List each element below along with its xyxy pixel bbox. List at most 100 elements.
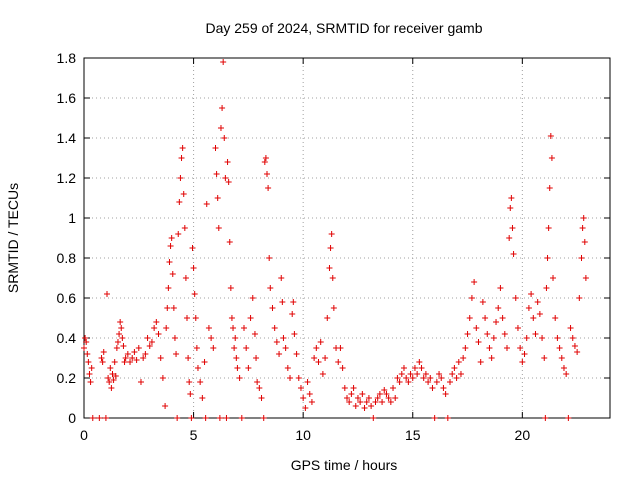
data-point (227, 285, 234, 291)
data-point (471, 279, 478, 285)
data-point (442, 391, 449, 397)
y-tick-label: 1.4 (57, 130, 77, 146)
data-point (440, 385, 447, 391)
data-point (269, 305, 276, 311)
data-point (276, 351, 283, 357)
data-point (497, 285, 504, 291)
data-point (550, 275, 557, 281)
data-point (534, 299, 541, 305)
data-point (501, 331, 508, 337)
data-point (571, 343, 578, 349)
data-point (243, 345, 250, 351)
data-point (293, 351, 300, 357)
data-point (178, 155, 185, 161)
data-point (173, 351, 180, 357)
data-point (447, 379, 454, 385)
data-point (479, 299, 486, 305)
data-point (503, 345, 510, 351)
data-point (484, 331, 491, 337)
data-point (180, 191, 187, 197)
data-point (190, 265, 197, 271)
data-point (224, 159, 231, 165)
data-point (222, 175, 229, 181)
data-point (140, 355, 147, 361)
data-point (517, 345, 524, 351)
data-point (554, 335, 561, 341)
data-point (523, 335, 530, 341)
data-point (184, 315, 191, 321)
data-point (370, 415, 377, 421)
data-point (317, 339, 324, 345)
data-point (179, 145, 186, 151)
data-point (324, 315, 331, 321)
data-point (422, 371, 429, 377)
data-point (581, 239, 588, 245)
data-point (348, 391, 355, 397)
data-point (278, 275, 285, 281)
x-tick-label: 20 (515, 427, 531, 443)
data-point (327, 245, 334, 251)
data-point (109, 371, 116, 377)
data-point (532, 331, 539, 337)
data-point (233, 355, 240, 361)
data-point (202, 415, 209, 421)
data-point (563, 371, 570, 377)
data-point (114, 339, 121, 345)
data-point (192, 315, 199, 321)
data-point (258, 395, 265, 401)
data-point (311, 355, 318, 361)
data-point (247, 315, 254, 321)
data-point (302, 405, 309, 411)
data-point (214, 195, 221, 201)
data-point (146, 343, 153, 349)
data-point (542, 415, 549, 421)
data-point (468, 295, 475, 301)
data-point (337, 345, 344, 351)
data-point (177, 175, 184, 181)
data-point (548, 155, 555, 161)
data-point (433, 379, 440, 385)
data-point (313, 345, 320, 351)
data-point (264, 171, 271, 177)
data-point (425, 379, 432, 385)
plot-frame (83, 57, 611, 419)
data-point (168, 235, 175, 241)
data-point (86, 371, 93, 377)
data-point (394, 375, 401, 381)
data-point (111, 359, 118, 365)
data-point (544, 255, 551, 261)
data-point (119, 335, 126, 341)
data-point (236, 375, 243, 381)
data-point (451, 365, 458, 371)
data-point (420, 375, 427, 381)
data-point (290, 299, 297, 305)
data-point (210, 345, 217, 351)
data-point (403, 375, 410, 381)
data-point (329, 275, 336, 281)
data-point (477, 359, 484, 365)
data-point (171, 335, 178, 341)
data-point (464, 331, 471, 337)
data-point (289, 311, 296, 317)
data-point (350, 385, 357, 391)
data-point (266, 255, 273, 261)
data-point (414, 371, 421, 377)
data-point (121, 359, 128, 365)
data-point (552, 315, 559, 321)
data-point (212, 145, 219, 151)
data-point (162, 403, 169, 409)
data-point (84, 351, 91, 357)
data-point (193, 345, 200, 351)
data-point (455, 359, 462, 365)
data-point (107, 365, 114, 371)
chart-title: Day 259 of 2024, SRMTID for receiver gam… (205, 20, 482, 36)
data-point (431, 415, 438, 421)
data-point (357, 399, 364, 405)
data-point (221, 135, 228, 141)
data-point (295, 375, 302, 381)
data-point (330, 305, 337, 311)
data-point (261, 159, 268, 165)
data-point (365, 395, 372, 401)
data-point (528, 291, 535, 297)
data-point (407, 371, 414, 377)
